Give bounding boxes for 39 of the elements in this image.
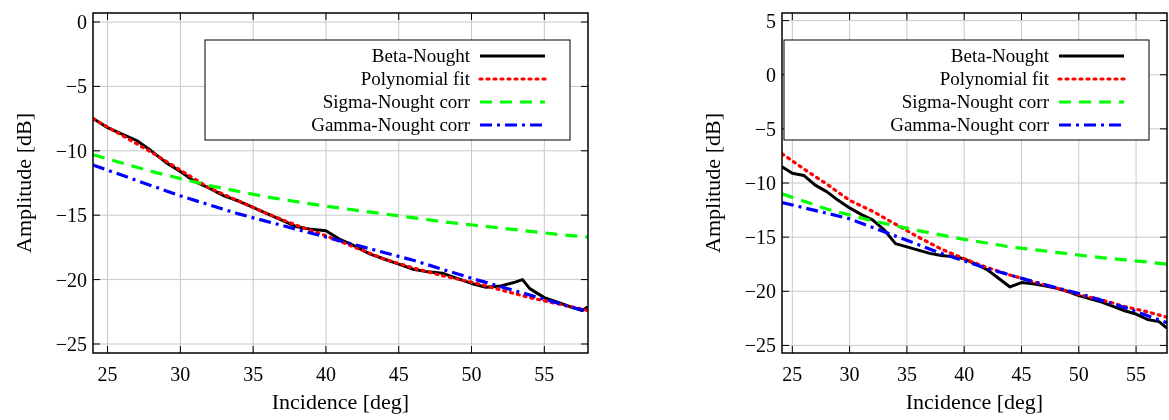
y-tick-label: 0	[766, 63, 776, 86]
legend-label: Sigma-Nought corr	[901, 91, 1050, 112]
x-tick-label: 25	[782, 363, 803, 385]
legend-label: Polynomial fit	[360, 68, 471, 89]
y-axis-title: Amplitude [dB]	[700, 113, 725, 253]
y-axis-title: Amplitude [dB]	[11, 113, 36, 253]
y-tick-label: −5	[65, 75, 87, 98]
x-tick-label: 45	[1011, 363, 1032, 385]
y-tick-label: −15	[744, 226, 776, 249]
x-tick-label: 55	[1126, 363, 1147, 385]
legend-label: Beta-Nought	[371, 45, 471, 66]
x-tick-label: 35	[243, 363, 264, 385]
x-tick-label: 45	[388, 363, 409, 385]
y-tick-label: −20	[744, 280, 776, 303]
x-tick-label: 40	[315, 363, 336, 385]
legend-label: Sigma-Nought corr	[322, 91, 471, 112]
y-tick-label: −10	[744, 172, 776, 194]
y-tick-label: −5	[754, 117, 776, 140]
x-axis-title: Incidence [deg]	[905, 389, 1044, 414]
x-axis-title: Incidence [deg]	[271, 389, 410, 414]
x-tick-label: 25	[97, 363, 118, 385]
y-tick-label: −20	[55, 268, 87, 291]
x-tick-label: 50	[461, 363, 482, 385]
x-tick-label: 55	[534, 363, 555, 385]
legend-label: Beta-Nought	[950, 45, 1050, 66]
x-tick-label: 35	[896, 363, 917, 385]
x-tick-label: 30	[170, 363, 191, 385]
legend-label: Gamma-Nought corr	[311, 114, 471, 135]
y-tick-label: 5	[766, 9, 776, 32]
y-tick-label: −10	[55, 139, 87, 162]
y-tick-label: −25	[744, 334, 776, 357]
x-tick-label: 40	[954, 363, 975, 385]
x-tick-label: 50	[1068, 363, 1089, 385]
x-tick-label: 30	[839, 363, 860, 385]
y-tick-label: −25	[55, 332, 87, 355]
y-tick-label: −15	[55, 204, 87, 227]
legend-label: Gamma-Nought corr	[890, 114, 1050, 135]
legend-label: Polynomial fit	[939, 68, 1050, 89]
y-tick-label: 0	[77, 11, 87, 34]
